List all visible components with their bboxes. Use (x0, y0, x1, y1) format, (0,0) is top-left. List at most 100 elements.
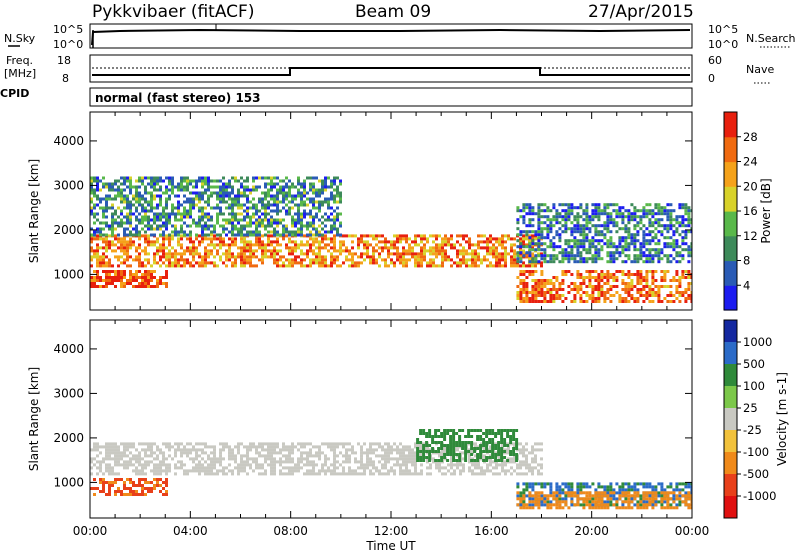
echo-cell (114, 279, 117, 282)
echo-cell (273, 203, 276, 207)
echo-cell (645, 291, 649, 294)
echo-cell (567, 482, 571, 486)
echo-cell (279, 457, 282, 461)
echo-cell (654, 285, 658, 288)
echo-cell (402, 469, 405, 473)
echo-cell (681, 239, 685, 243)
echo-cell (174, 230, 177, 234)
echo-cell (657, 218, 661, 222)
echo-cell (509, 435, 513, 438)
echo-cell (234, 200, 237, 204)
echo-cell (402, 261, 405, 265)
echo-cell (501, 255, 504, 259)
echo-cell (153, 194, 156, 198)
echo-cell (531, 488, 535, 492)
echo-cell (165, 270, 168, 273)
echo-cell (651, 273, 655, 276)
echo-cell (561, 257, 565, 261)
echo-cell (399, 258, 402, 262)
echo-cell (603, 488, 607, 492)
echo-cell (645, 233, 649, 237)
echo-cell (681, 206, 685, 210)
echo-cell (261, 197, 264, 201)
echo-cell (282, 191, 285, 195)
echo-cell (135, 255, 138, 259)
echo-cell (627, 291, 631, 294)
echo-cell (315, 463, 318, 467)
echo-cell (189, 457, 192, 461)
echo-cell (219, 255, 222, 259)
echo-cell (141, 276, 144, 279)
echo-cell (234, 243, 237, 247)
echo-cell (306, 460, 309, 464)
echo-cell (522, 221, 526, 225)
echo-cell (573, 218, 577, 222)
echo-cell (120, 200, 123, 204)
echo-cell (423, 255, 426, 259)
echo-cell (594, 227, 598, 231)
echo-cell (102, 252, 105, 256)
echo-cell (120, 451, 123, 455)
echo-cell (336, 191, 339, 195)
echo-cell (444, 472, 447, 476)
echo-cell (135, 270, 138, 273)
echo-cell (555, 494, 559, 498)
echo-cell (540, 203, 544, 207)
echo-cell (567, 260, 571, 264)
echo-cell (105, 243, 108, 247)
echo-cell (501, 463, 504, 467)
echo-cell (543, 282, 547, 285)
echo-cell (528, 503, 532, 507)
echo-cell (402, 451, 405, 455)
echo-cell (531, 297, 535, 300)
echo-cell (657, 239, 661, 243)
echo-cell (576, 212, 580, 216)
echo-cell (471, 243, 474, 247)
echo-cell (291, 448, 294, 452)
echo-cell (135, 454, 138, 458)
echo-cell (288, 233, 291, 237)
echo-cell (156, 472, 159, 476)
echo-cell (522, 451, 525, 455)
echo-cell (591, 503, 595, 507)
echo-cell (441, 246, 444, 250)
echo-cell (416, 459, 420, 462)
echo-cell (300, 252, 303, 256)
echo-cell (120, 279, 123, 282)
echo-cell (213, 457, 216, 461)
echo-cell (531, 485, 535, 489)
echo-cell (585, 276, 589, 279)
echo-cell (531, 457, 534, 461)
echo-cell (690, 221, 692, 225)
echo-cell (516, 285, 520, 288)
echo-cell (114, 285, 117, 288)
echo-cell (438, 454, 441, 458)
echo-cell (558, 285, 562, 288)
echo-cell (486, 249, 489, 253)
echo-cell (609, 242, 613, 246)
echo-cell (180, 237, 183, 241)
echo-cell (159, 224, 162, 228)
echo-cell (651, 221, 655, 225)
echo-cell (159, 243, 162, 247)
echo-cell (111, 203, 114, 207)
echo-cell (108, 481, 111, 484)
echo-cell (210, 237, 213, 241)
echo-cell (636, 276, 640, 279)
echo-cell (597, 242, 601, 246)
echo-cell (126, 179, 129, 183)
echo-cell (300, 442, 303, 446)
echo-cell (660, 218, 664, 222)
echo-cell (240, 240, 243, 244)
echo-cell (684, 224, 688, 228)
echo-cell (498, 258, 501, 262)
echo-cell (306, 243, 309, 247)
echo-cell (300, 230, 303, 234)
echo-cell (177, 448, 180, 452)
echo-cell (207, 176, 210, 180)
echo-cell (156, 182, 159, 186)
echo-cell (213, 224, 216, 228)
echo-cell (243, 258, 246, 262)
echo-cell (120, 209, 123, 213)
echo-cell (549, 485, 553, 489)
